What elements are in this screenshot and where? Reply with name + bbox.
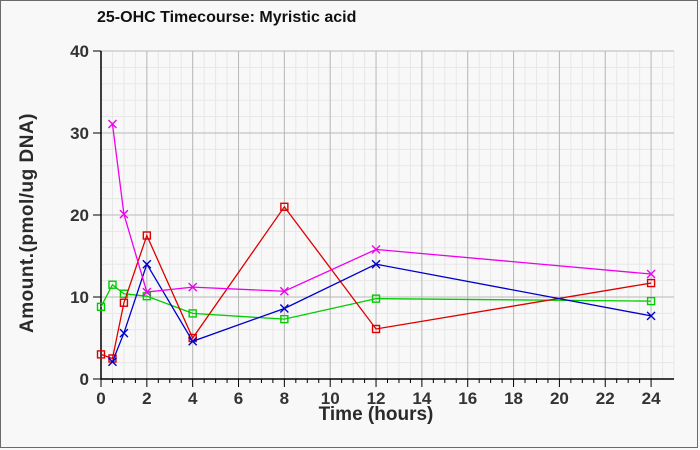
svg-text:24: 24 xyxy=(642,389,661,408)
svg-text:20: 20 xyxy=(70,206,89,225)
svg-text:18: 18 xyxy=(504,389,523,408)
svg-text:6: 6 xyxy=(234,389,243,408)
svg-text:4: 4 xyxy=(188,389,198,408)
svg-text:16: 16 xyxy=(458,389,477,408)
svg-text:0: 0 xyxy=(80,370,89,389)
chart-title: 25-OHC Timecourse: Myristic acid xyxy=(97,9,357,26)
svg-text:2: 2 xyxy=(142,389,151,408)
svg-text:30: 30 xyxy=(70,124,89,143)
svg-text:22: 22 xyxy=(596,389,615,408)
svg-text:20: 20 xyxy=(550,389,569,408)
x-axis-label: Time (hours) xyxy=(318,404,434,425)
svg-text:12: 12 xyxy=(367,389,386,408)
svg-text:8: 8 xyxy=(280,389,289,408)
svg-text:40: 40 xyxy=(70,42,89,61)
svg-text:10: 10 xyxy=(321,389,340,408)
svg-text:10: 10 xyxy=(70,288,89,307)
svg-text:0: 0 xyxy=(96,389,105,408)
svg-text:14: 14 xyxy=(412,389,431,408)
